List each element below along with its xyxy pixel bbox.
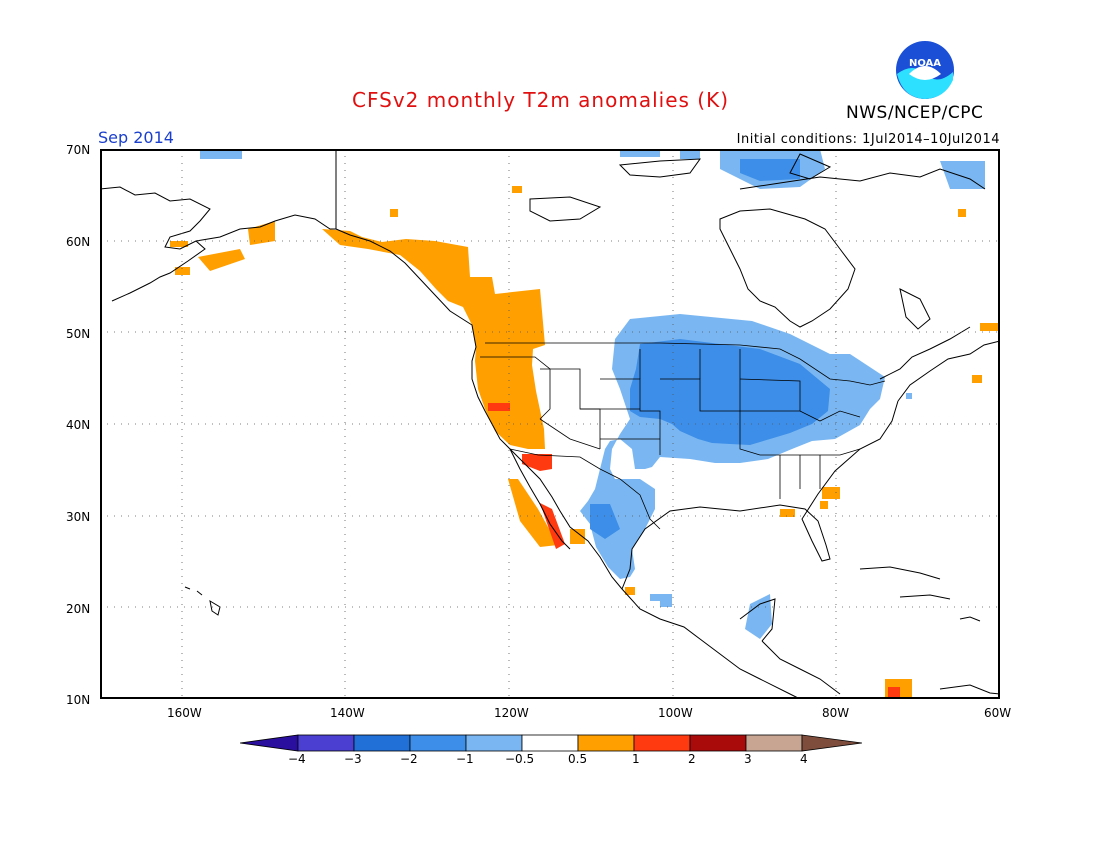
colorbar-segment (633, 734, 691, 752)
colorbar (240, 734, 862, 752)
colorbar-segment (521, 734, 579, 752)
colorbar-label: −0.5 (505, 752, 535, 766)
lon-label-80w: 80W (822, 706, 850, 720)
political-borders (335, 149, 886, 530)
colorbar-segment (745, 734, 803, 752)
colorbar-segment-below-min (240, 734, 299, 752)
colorbar-label: −4 (288, 752, 306, 766)
anomaly-map (100, 149, 1000, 699)
colorbar-label: 4 (800, 752, 808, 766)
strong-warm-anomaly-shading (488, 403, 900, 699)
gridlines (100, 149, 1000, 699)
map-frame-border (100, 149, 1000, 699)
lat-label-30n: 30N (66, 510, 91, 524)
colorbar-segment (353, 734, 411, 752)
colorbar-segment (689, 734, 747, 752)
lat-label-50n: 50N (66, 327, 91, 341)
colorbar-label: 3 (744, 752, 752, 766)
noaa-logo: NOAA (896, 41, 954, 99)
colorbar-label: 1 (632, 752, 640, 766)
lon-label-160w: 160W (167, 706, 202, 720)
lat-label-70n: 70N (66, 143, 91, 157)
colorbar-label: 0.5 (568, 752, 588, 766)
cold-anomaly-shading (590, 159, 830, 539)
colorbar-segment-above-max (801, 734, 862, 752)
lon-label-100w: 100W (658, 706, 693, 720)
forecast-month-label: Sep 2014 (98, 128, 174, 147)
colorbar-segment (577, 734, 635, 752)
lat-label-20n: 20N (66, 602, 91, 616)
agency-label: NWS/NCEP/CPC (846, 103, 984, 123)
lon-label-120w: 120W (494, 706, 529, 720)
lon-label-60w: 60W (984, 706, 1012, 720)
colorbar-segment (297, 734, 355, 752)
colorbar-label: 2 (688, 752, 696, 766)
colorbar-label: −3 (344, 752, 362, 766)
noaa-logo-text: NOAA (909, 58, 941, 69)
warm-anomaly-shading (170, 186, 1000, 699)
colorbar-segment (465, 734, 523, 752)
lon-label-140w: 140W (330, 706, 365, 720)
lat-label-10n: 10N (66, 693, 91, 707)
lat-label-60n: 60N (66, 235, 91, 249)
colorbar-label: −1 (456, 752, 474, 766)
coastlines (100, 149, 1000, 699)
lat-label-40n: 40N (66, 418, 91, 432)
colorbar-label: −2 (400, 752, 418, 766)
colorbar-segment (409, 734, 467, 752)
map-title: CFSv2 monthly T2m anomalies (K) (352, 88, 729, 112)
initial-conditions-label: Initial conditions: 1Jul2014–10Jul2014 (736, 132, 1000, 147)
